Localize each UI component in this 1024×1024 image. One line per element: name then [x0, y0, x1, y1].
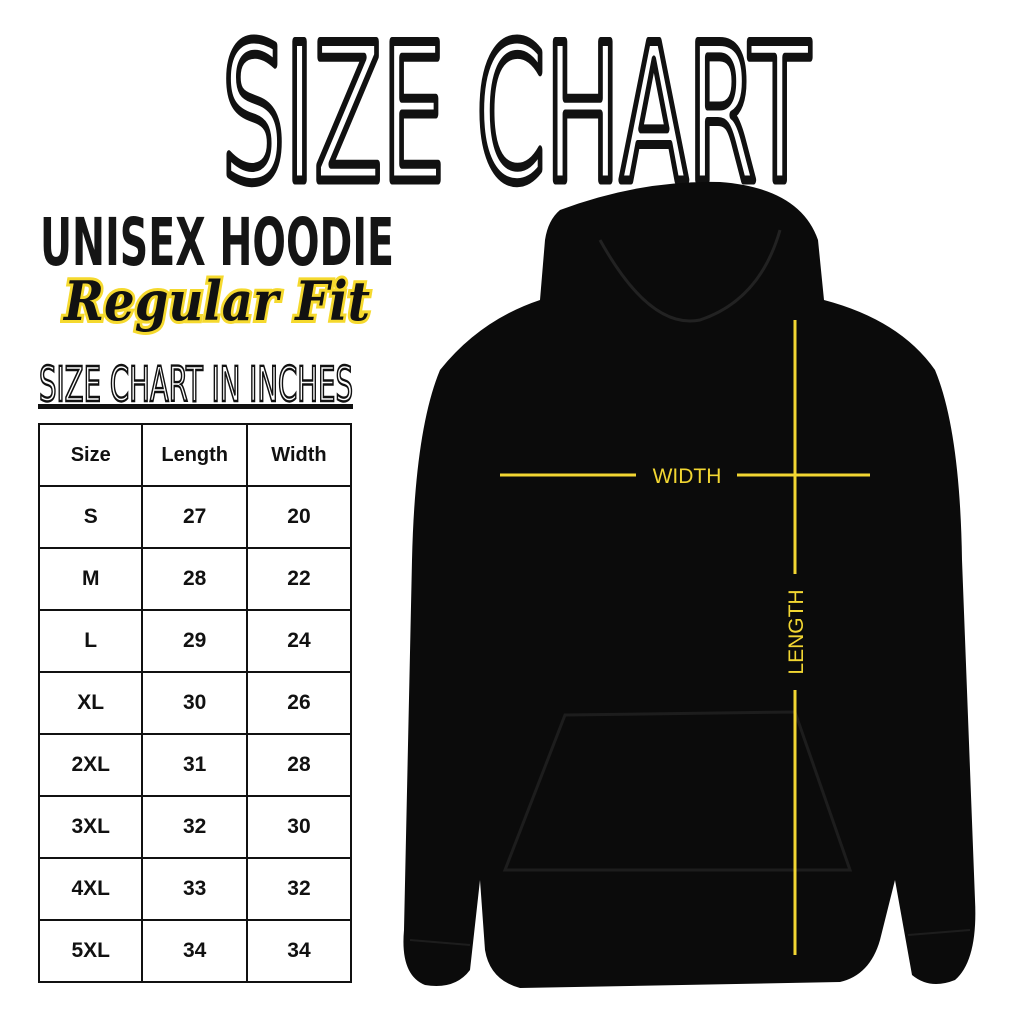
heading-underline	[38, 404, 353, 409]
table-header-row: Size Length Width	[37, 423, 353, 487]
cell-width: 20	[245, 485, 353, 549]
fit-label: Regular Fit	[62, 269, 370, 333]
header-length: Length	[141, 423, 248, 487]
cell-width: 32	[245, 857, 353, 921]
table-row: 2XL 31 28	[37, 733, 353, 797]
table-row: 3XL 32 30	[37, 795, 353, 859]
width-measure: WIDTH	[500, 465, 870, 488]
cell-length: 31	[141, 733, 248, 797]
table-row: XL 30 26	[37, 671, 353, 735]
hoodie-body	[403, 181, 976, 988]
table-row: L 29 24	[37, 609, 353, 673]
fit-graphic: Regular Fit	[60, 268, 373, 336]
product-name-graphic: UNISEX HOODIE	[40, 205, 394, 275]
pocket-outline	[502, 710, 853, 872]
cell-length: 27	[141, 485, 248, 549]
table-row: 5XL 34 34	[37, 919, 353, 983]
cell-length: 32	[141, 795, 248, 859]
cell-width: 28	[245, 733, 353, 797]
cell-length: 29	[141, 609, 248, 673]
product-name: UNISEX HOODIE	[40, 205, 394, 275]
width-label: WIDTH	[653, 465, 722, 488]
cell-size: 5XL	[37, 919, 144, 983]
table-row: 4XL 33 32	[37, 857, 353, 921]
cell-width: 24	[245, 609, 353, 673]
cell-size: 4XL	[37, 857, 144, 921]
cuff-right	[907, 929, 971, 936]
cell-length: 28	[141, 547, 248, 611]
title-graphic: SIZE CHART	[218, 0, 815, 200]
cell-size: S	[37, 485, 144, 549]
header-width: Width	[245, 423, 353, 487]
hoodie-diagram: WIDTH LENGTH	[403, 181, 976, 988]
size-table: Size Length Width S 27 20 M 28 22 L 29 24 XL 30…	[37, 423, 353, 983]
hood-opening	[598, 229, 782, 323]
cell-size: 3XL	[37, 795, 144, 859]
page-title: SIZE CHART	[222, 4, 810, 200]
cell-length: 30	[141, 671, 248, 735]
cell-width: 34	[245, 919, 353, 983]
cell-width: 22	[245, 547, 353, 611]
units-heading: SIZE CHART IN INCHES	[39, 357, 353, 410]
table-row: M 28 22	[37, 547, 353, 611]
cell-size: XL	[37, 671, 144, 735]
units-heading-graphic: SIZE CHART IN INCHES	[38, 356, 354, 410]
cell-length: 33	[141, 857, 248, 921]
length-label: LENGTH	[785, 589, 808, 674]
cell-length: 34	[141, 919, 248, 983]
cell-width: 26	[245, 671, 353, 735]
cell-size: M	[37, 547, 144, 611]
header-size: Size	[37, 423, 144, 487]
cell-width: 30	[245, 795, 353, 859]
cell-size: L	[37, 609, 144, 673]
cuff-left	[409, 939, 471, 946]
cell-size: 2XL	[37, 733, 144, 797]
table-row: S 27 20	[37, 485, 353, 549]
length-measure: LENGTH	[785, 320, 808, 955]
